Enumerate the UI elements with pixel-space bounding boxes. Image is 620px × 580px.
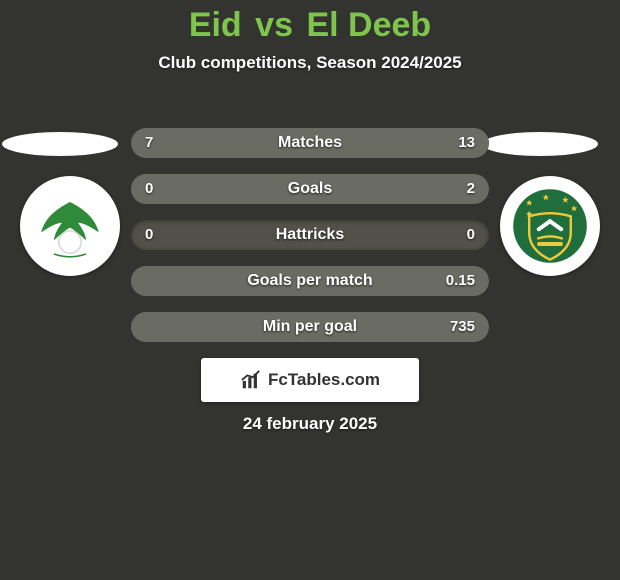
stat-label: Matches bbox=[131, 128, 489, 158]
stat-right-value: 0 bbox=[467, 220, 475, 250]
stat-right-value: 0.15 bbox=[446, 266, 475, 296]
date-text: 24 february 2025 bbox=[0, 414, 620, 434]
right-club-badge bbox=[500, 176, 600, 276]
title-right-name: El Deeb bbox=[306, 6, 431, 44]
page-title: Eid vs El Deeb bbox=[0, 6, 620, 45]
brand-text: FcTables.com bbox=[268, 370, 380, 390]
stat-right-value: 735 bbox=[450, 312, 475, 342]
chart-icon bbox=[240, 369, 262, 391]
stat-right-value: 2 bbox=[467, 174, 475, 204]
stat-bar: Goals0 2 bbox=[131, 174, 489, 204]
stat-left-value: 7 bbox=[145, 128, 153, 158]
stat-right-value: 13 bbox=[458, 128, 475, 158]
stat-label: Min per goal bbox=[131, 312, 489, 342]
right-marker-ellipse bbox=[482, 132, 598, 156]
title-left-name: Eid bbox=[189, 6, 242, 44]
stat-bar: Hattricks0 0 bbox=[131, 220, 489, 250]
stat-bar: Matches7 13 bbox=[131, 128, 489, 158]
left-club-badge bbox=[20, 176, 120, 276]
subtitle: Club competitions, Season 2024/2025 bbox=[0, 53, 620, 73]
left-marker-ellipse bbox=[2, 132, 118, 156]
stat-left-value: 0 bbox=[145, 220, 153, 250]
title-vs: vs bbox=[255, 6, 293, 44]
right-club-emblem-icon bbox=[510, 186, 590, 266]
stat-bar: Goals per match0.15 bbox=[131, 266, 489, 296]
stat-bar: Min per goal735 bbox=[131, 312, 489, 342]
stat-bars: Matches713Goals02Hattricks00Goals per ma… bbox=[131, 128, 489, 358]
stat-label: Hattricks bbox=[131, 220, 489, 250]
stat-label: Goals per match bbox=[131, 266, 489, 296]
left-club-emblem-icon bbox=[30, 186, 110, 266]
stat-left-value: 0 bbox=[145, 174, 153, 204]
brand-box: FcTables.com bbox=[201, 358, 419, 402]
stat-label: Goals bbox=[131, 174, 489, 204]
